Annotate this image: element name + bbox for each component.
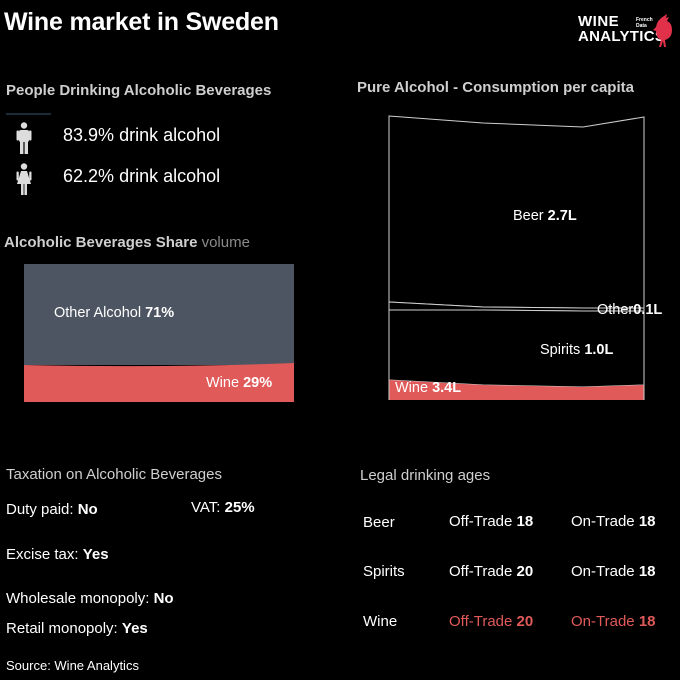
share-other-text: Other Alcohol [54, 305, 142, 321]
ages-row-spirits-off: Off-Trade 20 [449, 563, 533, 580]
men-drink-text: 83.9% drink alcohol [63, 125, 220, 146]
tax-excise-val: Yes [82, 546, 109, 563]
beer-on-age: 18 [638, 513, 656, 530]
on-trade-label: On-Trade [571, 513, 635, 530]
wine-analytics-logo: WINE ANALYTICS French Data [578, 14, 676, 54]
pure-wine-val: 3.4L [432, 380, 462, 396]
pure-spirits-val: 1.0L [584, 342, 614, 358]
pure-wine-label: Wine 3.4L [395, 380, 461, 396]
tax-heading: Taxation on Alcoholic Beverages [6, 466, 222, 483]
rooster-icon [653, 14, 672, 47]
ages-row-beer-on: On-Trade 18 [571, 513, 656, 530]
tax-wholesale: Wholesale monopoly: No [6, 590, 174, 607]
pure-area-wine [389, 380, 644, 400]
man-icon [16, 122, 32, 154]
on-trade-label: On-Trade [571, 563, 635, 580]
off-trade-label: Off-Trade [449, 513, 513, 530]
pure-heading: Pure Alcohol - Consumption per capita [357, 79, 634, 96]
tax-duty: Duty paid: No [6, 501, 98, 518]
off-trade-label: Off-Trade [449, 563, 513, 580]
logo-line2: ANALYTICS [578, 28, 666, 45]
logo-line1: WINE [578, 13, 620, 30]
pure-beer-text: Beer [513, 208, 544, 224]
tax-vat-label: VAT: [191, 499, 221, 516]
tax-excise: Excise tax: Yes [6, 546, 109, 563]
tax-wholesale-label: Wholesale monopoly: [6, 590, 150, 607]
men-pct: 83.9% [63, 125, 115, 145]
source-note: Source: Wine Analytics [6, 658, 139, 673]
share-bar-other [24, 264, 294, 365]
tax-retail: Retail monopoly: Yes [6, 620, 148, 637]
share-wine-label: Wine 29% [206, 375, 272, 391]
share-wine-text: Wine [206, 375, 240, 391]
woman-icon [16, 163, 32, 195]
ages-row-wine-on: On-Trade 18 [571, 613, 656, 630]
share-wine-pct: 29% [243, 375, 273, 391]
ages-heading: Legal drinking ages [360, 467, 491, 484]
pure-wine-text: Wine [395, 380, 429, 396]
ages-row-spirits-on: On-Trade 18 [571, 563, 656, 580]
pure-other-text: Other [597, 302, 634, 318]
pure-beer-label: Beer 2.7L [513, 208, 577, 224]
wine-on-age: 18 [638, 613, 656, 630]
tax-duty-label: Duty paid: [6, 501, 74, 518]
women-drink-text: 62.2% drink alcohol [63, 166, 220, 187]
share-heading-bold: Alcoholic Beverages Share [4, 234, 198, 251]
share-heading-light: volume [201, 234, 250, 251]
pure-other-label: Other0.1L [597, 302, 662, 318]
on-trade-label: On-Trade [571, 613, 635, 630]
pure-beer-val: 2.7L [547, 208, 577, 224]
share-bar-wine [24, 363, 294, 402]
men-text: drink alcohol [119, 125, 221, 145]
people-heading: People Drinking Alcoholic Beverages [6, 82, 272, 99]
spirits-off-age: 20 [516, 563, 534, 580]
ages-row-spirits-name: Spirits [363, 563, 405, 580]
tax-vat-val: 25% [224, 499, 255, 516]
page-title: Wine market in Sweden [4, 8, 279, 36]
share-other-pct: 71% [145, 305, 175, 321]
pure-other-val: 0.1L [633, 302, 663, 318]
ages-row-wine-name: Wine [363, 613, 398, 630]
wine-off-age: 20 [516, 613, 534, 630]
tax-vat: VAT: 25% [191, 499, 255, 516]
ages-row-beer-off: Off-Trade 18 [449, 513, 533, 530]
share-other-label: Other Alcohol 71% [54, 305, 174, 321]
ages-row-beer-name: Beer [363, 514, 395, 531]
tax-wholesale-val: No [153, 590, 174, 607]
tax-duty-val: No [77, 501, 98, 518]
spirits-on-age: 18 [638, 563, 656, 580]
pure-spirits-label: Spirits 1.0L [540, 342, 613, 358]
women-pct: 62.2% [63, 166, 115, 186]
ages-row-wine-off: Off-Trade 20 [449, 613, 533, 630]
women-text: drink alcohol [119, 166, 221, 186]
pure-chart [388, 115, 645, 400]
heading-underline [6, 113, 51, 115]
off-trade-label: Off-Trade [449, 613, 513, 630]
beer-off-age: 18 [516, 513, 534, 530]
share-chart [24, 264, 294, 402]
logo-small-text: French Data [636, 17, 653, 29]
share-heading: Alcoholic Beverages Share volume [4, 234, 250, 251]
pure-spirits-text: Spirits [540, 342, 581, 358]
tax-retail-label: Retail monopoly: [6, 620, 118, 637]
tax-excise-label: Excise tax: [6, 546, 79, 563]
tax-retail-val: Yes [121, 620, 148, 637]
